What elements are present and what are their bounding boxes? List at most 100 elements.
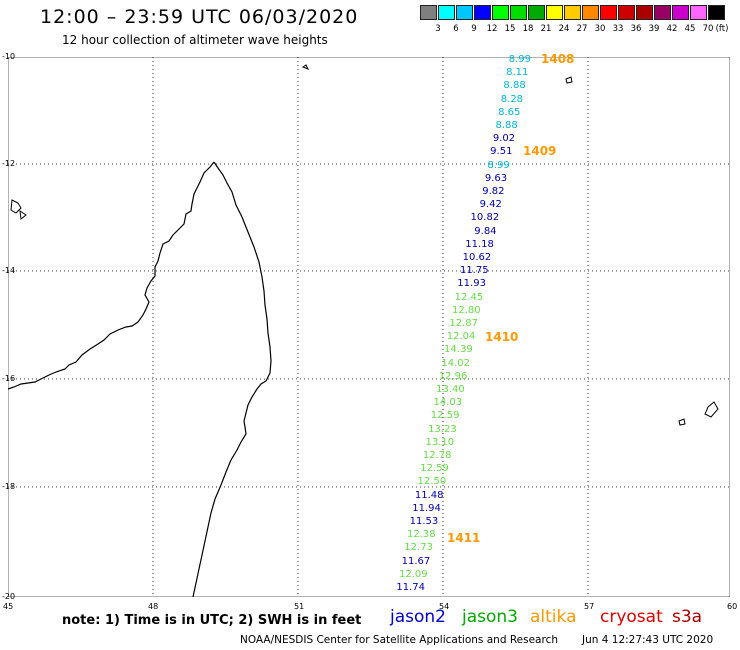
color-scale-swatch	[672, 5, 689, 20]
color-scale-label: 21	[540, 24, 552, 34]
wave-height-value: 14.03	[433, 397, 463, 409]
wave-height-value: 8.65	[498, 106, 521, 118]
wave-height-value: 12.38	[406, 529, 436, 541]
latitude-label: -14	[2, 266, 16, 275]
color-scale-label: 15	[504, 24, 516, 34]
wave-height-value: 14.02	[441, 357, 471, 369]
pass-number-label: 1409	[523, 144, 557, 158]
wave-height-value: 11.53	[409, 516, 439, 527]
color-scale-label: 3	[435, 24, 441, 34]
wave-height-value: 8.99	[508, 54, 531, 65]
wave-height-value: 8.28	[500, 93, 524, 105]
wave-height-map	[8, 57, 730, 597]
pass-number-label: 1408	[541, 52, 575, 66]
color-scale-swatch	[600, 5, 617, 20]
longitude-label: 48	[148, 602, 159, 611]
generated-timestamp: Jun 4 12:27:43 UTC 2020	[582, 634, 714, 646]
wave-height-value: 9.82	[482, 186, 505, 197]
latitude-label: -20	[2, 592, 16, 601]
wave-height-value: 10.62	[462, 252, 492, 263]
color-scale-label: 18	[522, 24, 534, 34]
wave-height-value: 8.99	[487, 159, 510, 171]
color-scale-swatch	[618, 5, 635, 20]
reunion-island-outline	[678, 418, 686, 426]
comoros-island-outline	[10, 199, 27, 220]
pass-number-label: 1411	[447, 531, 481, 545]
page-title: 12:00 – 23:59 UTC 06/03/2020	[40, 6, 359, 28]
wave-height-value: 10.82	[470, 212, 500, 224]
color-scale-swatch	[582, 5, 599, 20]
color-scale-label: 12	[486, 24, 498, 34]
wave-height-value: 12.87	[449, 318, 478, 329]
longitude-label: 51	[294, 602, 305, 611]
color-scale-swatch	[546, 5, 563, 20]
longitude-label: 45	[3, 602, 14, 611]
color-scale-label: 6	[453, 24, 459, 34]
wave-height-value: 9.02	[492, 133, 516, 145]
madagascar-coastline	[8, 161, 272, 597]
color-scale-label: 36	[630, 24, 642, 34]
wave-height-value: 9.42	[479, 199, 502, 211]
wave-height-value: 9.51	[490, 146, 513, 158]
color-scale-swatch	[654, 5, 671, 20]
wave-height-value: 11.18	[465, 238, 494, 250]
lat-lon-grid	[8, 57, 730, 597]
color-scale-swatch	[636, 5, 653, 20]
color-scale-label: 70	[702, 24, 714, 34]
satellite-legend-jason2: jason2	[390, 607, 446, 627]
wave-height-value: 11.94	[412, 502, 441, 514]
wave-height-value: 11.75	[459, 265, 489, 277]
color-scale-swatch	[708, 5, 725, 20]
color-scale-label: 30	[594, 24, 606, 34]
color-scale-label: 42	[666, 24, 678, 34]
color-scale-swatch	[492, 5, 509, 20]
color-scale-label: 39	[648, 24, 660, 34]
wave-height-value: 11.67	[401, 555, 431, 567]
color-scale-swatch	[690, 5, 707, 20]
wave-height-value: 12.78	[422, 450, 452, 461]
satellite-legend-altika: altika	[530, 607, 577, 627]
color-scale-swatch	[510, 5, 527, 20]
wave-height-value: 12.73	[404, 542, 433, 554]
credit-text: NOAA/NESDIS Center for Satellite Applica…	[240, 634, 558, 646]
wave-height-value: 11.74	[396, 582, 425, 593]
wave-height-value: 12.09	[399, 568, 428, 580]
latitude-label: -16	[2, 374, 16, 383]
glorioso-island-outline	[301, 64, 310, 70]
wave-height-value: 13.40	[436, 384, 465, 395]
wave-height-value: 11.48	[414, 489, 444, 501]
note-text: note: 1) Time is in UTC; 2) SWH is in fe…	[62, 613, 362, 628]
latitude-label: -18	[2, 482, 16, 491]
satellite-legend-s3a: s3a	[672, 607, 703, 627]
color-scale-swatch	[564, 5, 581, 20]
wave-height-value: 8.88	[495, 120, 518, 131]
color-scale-label: 27	[576, 24, 588, 34]
satellite-legend-cryosat: cryosat	[600, 607, 663, 627]
wave-height-value: 9.63	[484, 172, 508, 184]
latitude-label: -10	[2, 52, 16, 61]
longitude-label: 57	[584, 602, 595, 611]
color-scale-unit: (ft)	[715, 24, 729, 34]
color-scale-label: 33	[612, 24, 624, 34]
satellite-legend-jason3: jason3	[462, 607, 518, 627]
wave-height-value: 12.80	[452, 304, 481, 316]
wave-height-value: 12.04	[446, 331, 476, 343]
color-scale-swatch	[456, 5, 473, 20]
wave-height-value: 12.45	[454, 291, 484, 303]
wave-height-value: 12.59	[420, 463, 449, 475]
wave-height-value: 12.96	[438, 370, 468, 382]
mauritius-island-outline	[704, 401, 719, 418]
wave-height-value: 13.23	[428, 423, 457, 435]
tromelin-island-outline	[565, 76, 573, 84]
wave-height-value: 8.11	[506, 67, 529, 79]
wave-height-value: 13.10	[425, 436, 455, 448]
wave-height-value: 14.39	[444, 344, 473, 356]
wave-height-value: 8.88	[503, 80, 526, 92]
color-scale-swatch	[438, 5, 455, 20]
longitude-label: 54	[439, 602, 450, 611]
latitude-label: -12	[2, 159, 16, 168]
wave-height-value: 12.50	[417, 476, 447, 488]
color-scale-label: 24	[558, 24, 570, 34]
pass-number-label: 1410	[485, 330, 519, 344]
longitude-label: 60	[727, 602, 738, 611]
